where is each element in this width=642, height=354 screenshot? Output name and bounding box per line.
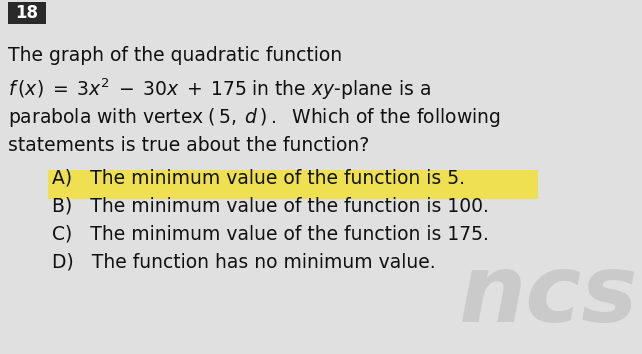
Bar <box>48 170 538 199</box>
Text: C)   The minimum value of the function is 175.: C) The minimum value of the function is … <box>52 224 489 243</box>
Text: ncs: ncs <box>458 250 638 342</box>
Bar <box>8 2 46 24</box>
Text: statements is true about the function?: statements is true about the function? <box>8 136 369 155</box>
Text: The graph of the quadratic function: The graph of the quadratic function <box>8 46 342 65</box>
Text: parabola with vertex$\;(\,5,\;d\,)\,.$  Which of the following: parabola with vertex$\;(\,5,\;d\,)\,.$ W… <box>8 106 501 129</box>
Text: D)   The function has no minimum value.: D) The function has no minimum value. <box>52 252 436 271</box>
Text: 18: 18 <box>15 4 39 22</box>
Text: A)   The minimum value of the function is 5.: A) The minimum value of the function is … <box>52 168 465 187</box>
Text: $f\,(x)\;=\;3x^2\;-\;30x\;+\;175$$\;\text{in the }$$xy$$\text{-plane is a}$: $f\,(x)\;=\;3x^2\;-\;30x\;+\;175$$\;\tex… <box>8 76 431 102</box>
Text: B)   The minimum value of the function is 100.: B) The minimum value of the function is … <box>52 196 489 215</box>
